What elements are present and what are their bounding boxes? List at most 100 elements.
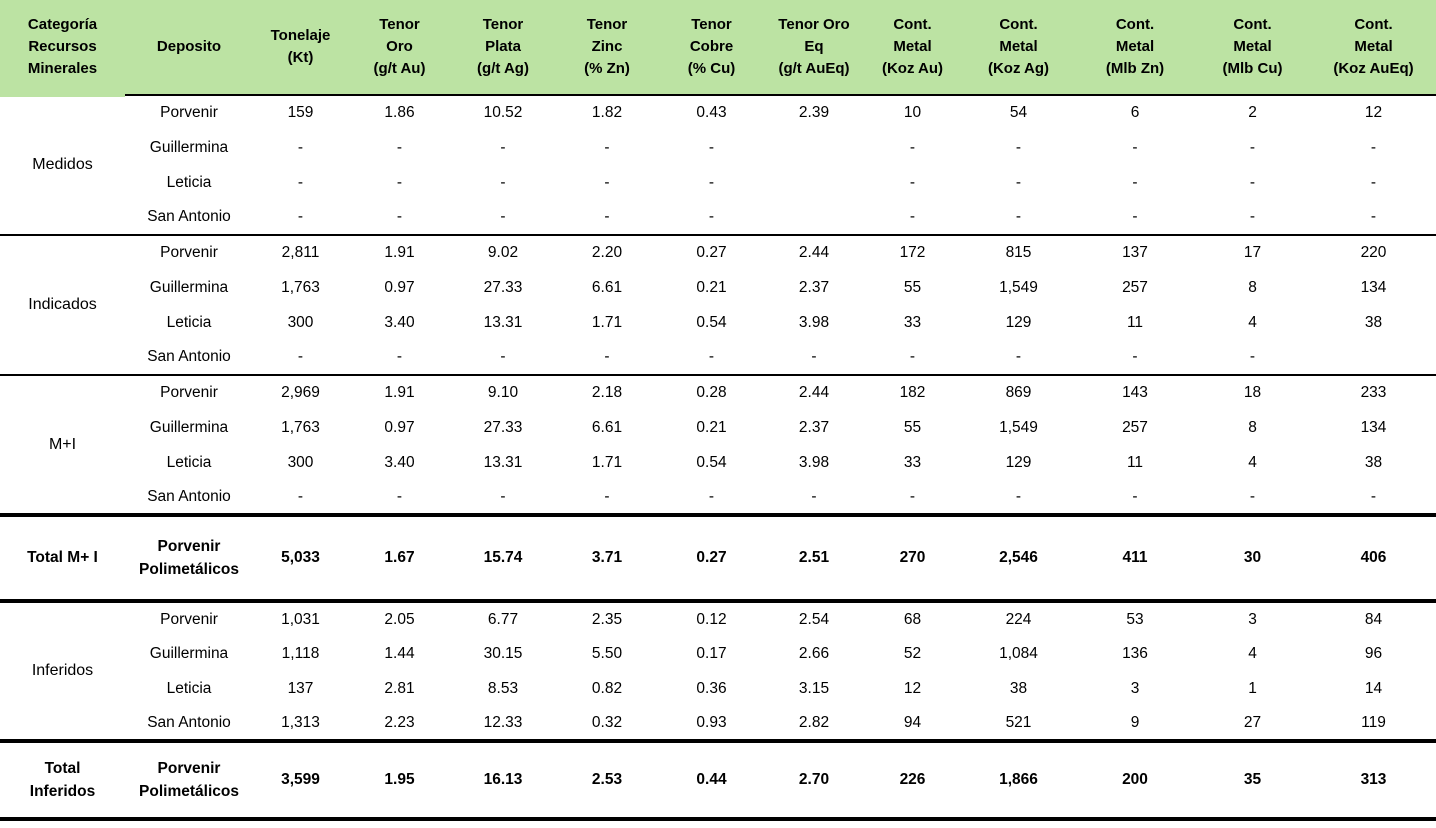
col-header-cont-metal-cu: Cont. Metal (Mlb Cu) xyxy=(1194,0,1311,96)
value-cell: 224 xyxy=(1005,610,1032,628)
value-cell: 0.27 xyxy=(696,244,727,261)
deposit-cell: San Antonio xyxy=(147,487,231,505)
value-cell: 1.71 xyxy=(591,313,623,331)
value-cell: 15.74 xyxy=(483,549,523,567)
table-row: Guillermina - - - - - - - - - - xyxy=(0,130,1436,165)
value-cell: 94 xyxy=(903,713,922,731)
table-header: Categoría Recursos Minerales Deposito To… xyxy=(0,0,1436,97)
value-cell: 869 xyxy=(1005,384,1032,401)
value-cell: 0.32 xyxy=(591,713,623,731)
category-cell: Indicados xyxy=(28,296,97,313)
value-cell: 0.21 xyxy=(696,418,727,436)
value-cell: 3.40 xyxy=(384,313,415,331)
value-cell: 18 xyxy=(1243,384,1262,401)
value-cell: 2.39 xyxy=(798,104,830,121)
deposit-cell: Porvenir Polimetálicos xyxy=(139,537,239,578)
value-cell: - xyxy=(708,208,715,225)
value-cell: 1,084 xyxy=(999,644,1038,662)
value-cell: - xyxy=(604,173,610,191)
value-cell: - xyxy=(708,138,715,156)
section-total-mi: Total M+ I Porvenir Polimetálicos 5,033 1… xyxy=(0,515,1436,601)
col-header-cont-metal-ag: Cont. Metal (Koz Ag) xyxy=(961,0,1076,96)
value-cell: 0.43 xyxy=(696,104,727,121)
value-cell: 6.61 xyxy=(591,418,623,436)
value-cell: 6.61 xyxy=(591,278,623,296)
value-cell: - xyxy=(396,173,403,191)
value-cell: 1.71 xyxy=(591,453,623,471)
value-cell: 1,549 xyxy=(999,418,1038,436)
value-cell: - xyxy=(1015,138,1022,156)
value-cell: 521 xyxy=(1005,713,1032,731)
value-cell: 300 xyxy=(287,313,314,331)
value-cell: 129 xyxy=(1005,453,1032,471)
table-row: San Antonio 1,313 2.23 12.33 0.32 0.93 2.82 94… xyxy=(0,706,1436,741)
value-cell: 313 xyxy=(1360,771,1387,789)
value-cell: - xyxy=(297,348,304,365)
value-cell: 2.35 xyxy=(591,610,623,628)
col-header-categoria: Categoría Recursos Minerales xyxy=(0,0,125,97)
value-cell: 137 xyxy=(287,679,314,697)
value-cell: - xyxy=(1132,208,1138,225)
value-cell: 2.44 xyxy=(798,244,830,261)
value-cell: 84 xyxy=(1364,610,1383,628)
value-cell: 0.17 xyxy=(696,644,727,662)
value-cell: 2,811 xyxy=(281,244,320,261)
value-cell: 5.50 xyxy=(591,644,623,662)
value-cell: 11 xyxy=(1126,313,1144,331)
value-cell: 27.33 xyxy=(483,418,523,436)
value-cell: 13.31 xyxy=(483,313,523,331)
value-cell: 0.21 xyxy=(696,278,727,296)
table-row: Inferidos Porvenir 1,031 2.05 6.77 2.35 0.12… xyxy=(0,601,1436,680)
value-cell: 137 xyxy=(1122,244,1148,261)
value-cell: 1 xyxy=(1248,679,1257,697)
value-cell: - xyxy=(909,208,916,225)
category-cell: Medidos xyxy=(32,156,93,174)
value-cell: 136 xyxy=(1122,644,1148,662)
value-cell: 0.93 xyxy=(696,713,727,731)
value-cell: 30 xyxy=(1243,549,1262,567)
value-cell: 2.66 xyxy=(798,644,830,662)
value-cell: - xyxy=(1249,208,1256,225)
value-cell: 2.37 xyxy=(798,278,830,296)
deposit-cell: Guillermina xyxy=(149,644,229,662)
value-cell: 406 xyxy=(1360,549,1387,567)
col-header-tenor-cobre: Tenor Cobre (% Cu) xyxy=(659,0,764,96)
value-cell: 10.52 xyxy=(483,104,523,121)
deposit-cell: San Antonio xyxy=(147,208,231,225)
value-cell: 1,763 xyxy=(281,418,320,436)
value-cell: 2.70 xyxy=(798,771,830,789)
value-cell: - xyxy=(1015,487,1022,505)
value-cell: 2.54 xyxy=(798,610,830,628)
table-row: Guillermina 1,763 0.97 27.33 6.61 0.21 2.37 55… xyxy=(0,410,1436,445)
value-cell: 6.77 xyxy=(487,610,519,628)
value-cell: - xyxy=(1015,173,1022,191)
value-cell: 0.36 xyxy=(696,679,727,697)
value-cell: 16.13 xyxy=(483,771,523,789)
value-cell: - xyxy=(909,138,916,156)
deposit-cell: Porvenir xyxy=(160,244,218,261)
value-cell: 226 xyxy=(899,771,926,789)
value-cell: - xyxy=(1249,138,1256,156)
value-cell: 129 xyxy=(1005,313,1032,331)
value-cell: 1.91 xyxy=(384,244,415,261)
value-cell: 2.20 xyxy=(591,244,623,261)
value-cell: 815 xyxy=(1005,244,1032,261)
value-cell: 3 xyxy=(1248,610,1257,628)
value-cell: 2.51 xyxy=(798,549,830,567)
total-row: Total M+ I Porvenir Polimetálicos 5,033 1… xyxy=(0,515,1436,601)
value-cell: - xyxy=(1132,173,1138,191)
value-cell: - xyxy=(1249,487,1256,505)
value-cell: 1.82 xyxy=(591,104,623,121)
value-cell: - xyxy=(500,487,506,505)
table-row: Guillermina 1,118 1.44 30.15 5.50 0.17 2.66 52… xyxy=(0,636,1436,671)
col-header-tenor-oro-eq: Tenor Oro Eq (g/t AuEq) xyxy=(764,0,864,96)
value-cell: - xyxy=(1132,348,1138,365)
deposit-cell: Guillermina xyxy=(149,138,229,156)
value-cell: 1.67 xyxy=(384,549,415,567)
value-cell: - xyxy=(500,208,506,225)
value-cell: 0.97 xyxy=(384,418,415,436)
value-cell: 3.98 xyxy=(798,453,830,471)
value-cell: 300 xyxy=(287,453,314,471)
value-cell: - xyxy=(1370,208,1377,225)
value-cell: 0.27 xyxy=(696,549,727,567)
